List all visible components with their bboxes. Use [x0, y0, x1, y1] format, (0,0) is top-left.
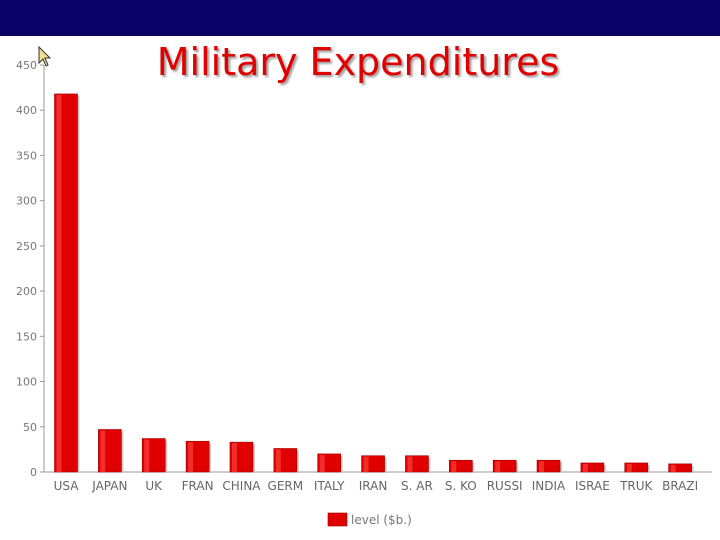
- y-tick-label: 150: [16, 330, 37, 343]
- x-category-label: GERM: [268, 479, 304, 493]
- bar-highlight: [56, 94, 62, 472]
- x-category-label: INDIA: [532, 479, 566, 493]
- chart-bars: [54, 93, 694, 473]
- y-tick-label: 400: [16, 104, 37, 117]
- bar-highlight: [495, 461, 501, 472]
- bar-highlight: [275, 449, 281, 472]
- x-category-label: USA: [54, 479, 80, 493]
- x-category-label: ISRAE: [575, 479, 610, 493]
- x-category-label: UK: [145, 479, 163, 493]
- bar-highlight: [319, 454, 325, 472]
- legend-swatch: [327, 512, 348, 527]
- y-tick-label: 300: [16, 195, 37, 208]
- x-category-label: ITALY: [314, 479, 345, 493]
- bar: [624, 462, 649, 473]
- y-tick-label: 450: [16, 59, 37, 72]
- x-category-label: S. AR: [401, 479, 433, 493]
- bar-highlight: [451, 461, 457, 472]
- bar: [668, 463, 692, 473]
- y-tick-label: 0: [30, 466, 37, 479]
- bar-highlight: [407, 456, 413, 472]
- bar-highlight: [363, 456, 369, 472]
- chart-legend: level ($b.): [327, 512, 412, 527]
- slide-title: Military Expenditures: [156, 40, 560, 84]
- bar-highlight: [231, 443, 237, 472]
- y-tick-label: 100: [16, 376, 37, 389]
- bar-highlight: [539, 461, 545, 472]
- bar: [492, 459, 517, 473]
- mouse-pointer-icon: [38, 46, 52, 67]
- x-category-label: RUSSI: [487, 479, 523, 493]
- x-category-label: S. KO: [445, 479, 477, 493]
- x-category-label: CHINA: [222, 479, 261, 493]
- legend-label: level ($b.): [351, 513, 412, 527]
- y-tick-label: 250: [16, 240, 37, 253]
- y-tick-label: 200: [16, 285, 37, 298]
- chart-axes: 0 50 100 150 200 250 300 350 400 450: [16, 59, 712, 479]
- x-category-label: TRUK: [619, 479, 653, 493]
- bar-highlight: [144, 439, 150, 472]
- header-bar: [0, 0, 720, 36]
- x-category-label: FRAN: [182, 479, 214, 493]
- bar-highlight: [670, 464, 676, 472]
- bar: [580, 462, 605, 473]
- bar-highlight: [626, 463, 632, 472]
- y-tick-label: 350: [16, 149, 37, 162]
- bar-highlight: [582, 463, 588, 472]
- bar: [448, 459, 473, 473]
- chart-x-labels: USA JAPAN UK FRAN CHINA GERM ITALY IRAN S. AR S. …: [54, 479, 699, 493]
- bar-highlight: [188, 442, 194, 472]
- x-category-label: BRAZI: [662, 479, 698, 493]
- x-category-label: IRAN: [359, 479, 388, 493]
- bar-highlight: [100, 430, 106, 472]
- x-category-label: JAPAN: [91, 479, 127, 493]
- bar: [536, 459, 561, 473]
- y-tick-label: 50: [23, 421, 37, 434]
